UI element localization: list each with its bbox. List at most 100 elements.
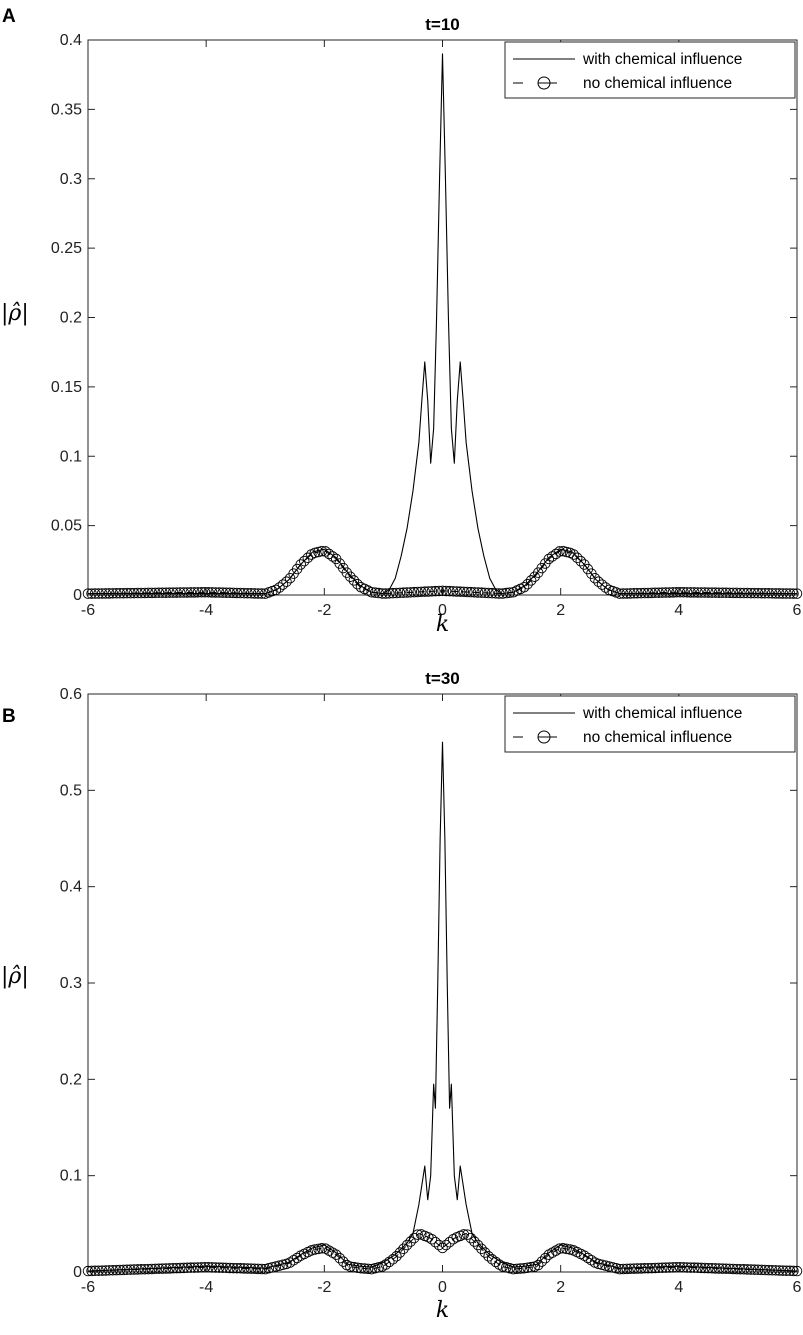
series-marker-no-chemical-influence (472, 1239, 484, 1251)
series-marker-no-chemical-influence (160, 1263, 172, 1274)
series-marker-no-chemical-influence (433, 585, 445, 597)
series-marker-no-chemical-influence (561, 1243, 572, 1255)
series-marker-no-chemical-influence (128, 587, 140, 599)
series-marker-no-chemical-influence (433, 1239, 445, 1251)
series-marker-no-chemical-influence (182, 587, 193, 598)
series-marker-no-chemical-influence (600, 582, 611, 593)
series-marker-no-chemical-influence (554, 546, 565, 557)
series-marker-no-chemical-influence (263, 1262, 275, 1274)
series-marker-no-chemical-influence (653, 1262, 665, 1274)
x-tick-label: -6 (81, 1279, 95, 1296)
series-marker-no-chemical-influence (270, 1261, 282, 1272)
series-marker-no-chemical-influence (86, 588, 97, 599)
series-marker-no-chemical-influence (373, 1262, 384, 1273)
series-marker-no-chemical-influence (249, 1263, 260, 1275)
series-marker-no-chemical-influence (430, 585, 441, 597)
series-marker-no-chemical-influence (139, 587, 150, 599)
series-marker-no-chemical-influence (607, 1262, 618, 1273)
series-marker-no-chemical-influence (639, 1263, 650, 1274)
series-marker-no-chemical-influence (182, 1262, 193, 1274)
series-marker-no-chemical-influence (213, 1262, 225, 1273)
series-marker-no-chemical-influence (359, 1263, 370, 1274)
series-marker-no-chemical-influence (203, 1262, 214, 1273)
series-marker-no-chemical-influence (228, 587, 239, 599)
series-marker-no-chemical-influence (398, 1243, 409, 1255)
series-marker-no-chemical-influence (685, 1262, 696, 1273)
series-marker-no-chemical-influence (610, 1262, 622, 1274)
series-marker-no-chemical-influence (774, 1265, 785, 1276)
series-marker-no-chemical-influence (625, 588, 636, 599)
series-marker-no-chemical-influence (462, 1229, 473, 1240)
series-marker-no-chemical-influence (649, 587, 661, 599)
series-marker-no-chemical-influence (667, 1262, 679, 1273)
series-marker-no-chemical-influence (121, 1264, 133, 1276)
series-marker-no-chemical-influence (515, 1263, 526, 1274)
y-tick-label: 0.25 (51, 240, 82, 257)
series-marker-no-chemical-influence (220, 1262, 232, 1274)
series-marker-no-chemical-influence (398, 587, 409, 598)
series-marker-no-chemical-influence (749, 587, 760, 599)
series-marker-no-chemical-influence (157, 1263, 168, 1274)
series-marker-no-chemical-influence (752, 1264, 764, 1276)
series-marker-no-chemical-influence (217, 587, 228, 598)
series-marker-no-chemical-influence (784, 1265, 796, 1277)
series-marker-no-chemical-influence (731, 1263, 742, 1275)
series-marker-no-chemical-influence (405, 587, 416, 598)
series-marker-no-chemical-influence (508, 1263, 519, 1275)
y-tick-label: 0.35 (51, 101, 82, 118)
series-marker-no-chemical-influence (657, 587, 668, 598)
series-marker-no-chemical-influence (713, 587, 725, 598)
series-marker-no-chemical-influence (781, 588, 792, 599)
series-marker-no-chemical-influence (451, 586, 462, 597)
series-marker-no-chemical-influence (121, 587, 133, 599)
chart-panel-b: Bt=30 -6 -4 -2 0 2 4 6 0 0.1 0.2 0.3 0.4 0.5 0.6 k |ρ̂| w… (1, 669, 803, 1323)
series-marker-no-chemical-influence (727, 1263, 739, 1275)
series-marker-no-chemical-influence (352, 1262, 363, 1274)
series-marker-no-chemical-influence (774, 588, 785, 599)
x-axis-label: k (436, 612, 449, 637)
y-tick-label: 0.2 (60, 1071, 82, 1088)
series-marker-no-chemical-influence (199, 586, 211, 598)
series-marker-no-chemical-influence (210, 1262, 221, 1273)
series-marker-no-chemical-influence (699, 587, 711, 598)
series-marker-no-chemical-influence (603, 1261, 615, 1272)
series-marker-no-chemical-influence (681, 1262, 693, 1273)
series-marker-no-chemical-influence (82, 1265, 94, 1277)
series-marker-no-chemical-influence (642, 587, 654, 599)
series-marker-no-chemical-influence (192, 587, 204, 598)
series-marker-no-chemical-influence (313, 546, 324, 558)
x-tick-label: 6 (793, 1279, 802, 1296)
series-marker-no-chemical-influence (143, 1263, 154, 1275)
series-marker-no-chemical-influence (146, 587, 158, 599)
series-marker-no-chemical-influence (206, 587, 218, 598)
series-marker-no-chemical-influence (784, 588, 796, 599)
series-marker-no-chemical-influence (777, 1265, 789, 1276)
panel-letter: A (2, 6, 16, 27)
series-marker-no-chemical-influence (749, 1264, 760, 1275)
x-tick-label: 0 (438, 1279, 447, 1296)
series-marker-no-chemical-influence (242, 1263, 253, 1274)
series-marker-no-chemical-influence (759, 587, 771, 599)
series-marker-no-chemical-influence (685, 587, 696, 598)
y-tick-label: 0.6 (60, 686, 82, 703)
series-marker-no-chemical-influence (334, 1252, 345, 1264)
y-axis-label: |ρ̂| (1, 964, 29, 989)
series-marker-no-chemical-influence (518, 581, 530, 593)
series-marker-no-chemical-influence (518, 1262, 530, 1274)
series-marker-no-chemical-influence (408, 1232, 420, 1244)
series-marker-no-chemical-influence (550, 548, 562, 560)
series-marker-no-chemical-influence (437, 585, 448, 597)
series-marker-no-chemical-influence (632, 587, 643, 599)
series-marker-no-chemical-influence (348, 1261, 360, 1273)
series-marker-no-chemical-influence (369, 1262, 381, 1274)
series-marker-no-chemical-influence (412, 1229, 423, 1240)
y-tick-label: 0.15 (51, 379, 82, 396)
series-marker-no-chemical-influence (703, 587, 714, 598)
series-marker-no-chemical-influence (678, 587, 689, 598)
series-marker-no-chemical-influence (405, 1236, 416, 1247)
series-marker-no-chemical-influence (199, 1261, 211, 1273)
series-marker-no-chemical-influence (791, 588, 803, 599)
series-marker-no-chemical-influence (167, 587, 179, 598)
series-marker-no-chemical-influence (657, 1262, 668, 1273)
series-marker-no-chemical-influence (444, 1236, 455, 1248)
